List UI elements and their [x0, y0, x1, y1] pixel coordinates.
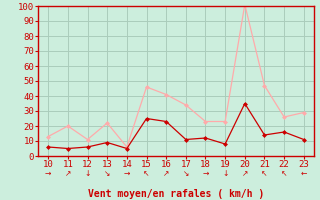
Text: →: → — [45, 169, 52, 178]
Text: →: → — [124, 169, 130, 178]
Text: ↗: ↗ — [65, 169, 71, 178]
X-axis label: Vent moyen/en rafales ( km/h ): Vent moyen/en rafales ( km/h ) — [88, 189, 264, 199]
Text: ↓: ↓ — [84, 169, 91, 178]
Text: ↖: ↖ — [281, 169, 287, 178]
Text: ←: ← — [300, 169, 307, 178]
Text: ↓: ↓ — [222, 169, 228, 178]
Text: ↘: ↘ — [183, 169, 189, 178]
Text: ↖: ↖ — [143, 169, 150, 178]
Text: ↖: ↖ — [261, 169, 268, 178]
Text: →: → — [202, 169, 209, 178]
Text: ↗: ↗ — [242, 169, 248, 178]
Text: ↘: ↘ — [104, 169, 110, 178]
Text: ↗: ↗ — [163, 169, 169, 178]
